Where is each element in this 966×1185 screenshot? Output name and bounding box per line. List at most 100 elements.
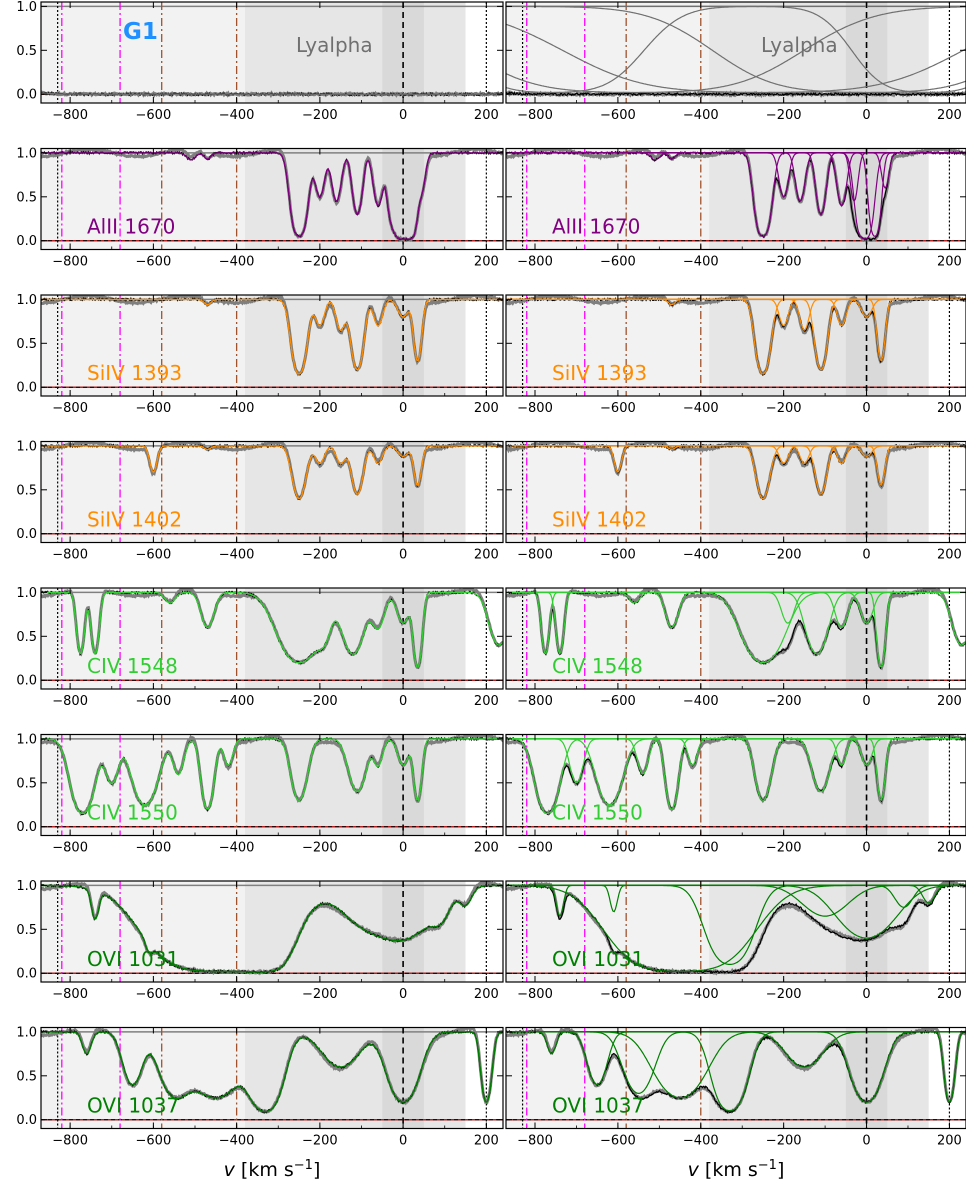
x-tick-label: 200 bbox=[474, 841, 499, 856]
x-tick-label: −800 bbox=[52, 694, 88, 709]
model-component bbox=[506, 152, 966, 190]
x-tick-label: −600 bbox=[600, 108, 636, 123]
panel-2-right: −800 −600 −400 −200 0 200 AlII 1670 bbox=[505, 147, 966, 270]
shaded-region bbox=[41, 148, 245, 250]
shaded-region bbox=[41, 1027, 245, 1129]
x-tick-label: −400 bbox=[219, 694, 255, 709]
x-tick-label: 200 bbox=[937, 841, 962, 856]
x-tick-label: −600 bbox=[600, 401, 636, 416]
panel-8-right: −800 −600 −400 −200 0 200 OVI 1037 bbox=[505, 1026, 966, 1149]
group-label: G1 bbox=[123, 19, 158, 45]
panel-label: CIV 1548 bbox=[552, 654, 643, 678]
axes-frame bbox=[505, 440, 966, 544]
x-tick-label: 200 bbox=[937, 548, 962, 563]
axes-frame bbox=[505, 587, 966, 690]
x-tick-label: 0 bbox=[862, 1134, 870, 1149]
model-component bbox=[506, 23, 966, 94]
x-tick-label: −200 bbox=[302, 401, 338, 416]
panel-label: AlII 1670 bbox=[87, 215, 175, 239]
x-tick-label: 200 bbox=[937, 108, 962, 123]
x-tick-label: −400 bbox=[683, 108, 719, 123]
model-component bbox=[506, 738, 966, 801]
x-tick-label: −400 bbox=[683, 841, 719, 856]
model-component bbox=[506, 6, 966, 94]
x-axis-label: v [km s−1] bbox=[688, 1158, 785, 1181]
panel-6-left: −800 −600 −400 −200 0 200 0.0 0.5 1.0 CIV 1550 bbox=[16, 732, 504, 856]
shaded-region bbox=[244, 881, 466, 982]
y-tick-label: 0.5 bbox=[16, 630, 37, 645]
x-tick-label: 200 bbox=[474, 255, 499, 270]
panel-5-right: −800 −600 −400 −200 0 200 CIV 1548 bbox=[505, 587, 966, 709]
x-tick-label: 200 bbox=[474, 1134, 499, 1149]
x-tick-label: −400 bbox=[683, 255, 719, 270]
x-tick-label: −600 bbox=[136, 987, 172, 1002]
x-tick-label: 200 bbox=[474, 548, 499, 563]
x-tick-label: 200 bbox=[474, 401, 499, 416]
plot-area bbox=[506, 295, 966, 396]
y-tick-label: 0.0 bbox=[16, 967, 37, 982]
panel-6-right: −800 −600 −400 −200 0 200 CIV 1550 bbox=[505, 733, 966, 856]
axes-frame bbox=[40, 294, 504, 397]
x-tick-label: −800 bbox=[517, 987, 553, 1002]
shaded-region bbox=[244, 2, 466, 103]
x-tick-label: −600 bbox=[600, 548, 636, 563]
x-tick-label: −400 bbox=[683, 401, 719, 416]
panel-label: SiIV 1402 bbox=[87, 508, 182, 532]
x-tick-label: 200 bbox=[937, 255, 962, 270]
x-tick-label: −400 bbox=[683, 694, 719, 709]
x-tick-label: −200 bbox=[766, 255, 802, 270]
shaded-region bbox=[709, 148, 929, 250]
x-tick-label: −800 bbox=[52, 1134, 88, 1149]
x-tick-label: −800 bbox=[517, 108, 553, 123]
spectrum-data bbox=[506, 90, 966, 97]
x-tick-label: 200 bbox=[937, 401, 962, 416]
panel-label: CIV 1550 bbox=[87, 801, 178, 825]
axes-frame bbox=[505, 294, 966, 397]
shaded-region bbox=[709, 588, 929, 689]
x-tick-label: −600 bbox=[136, 694, 172, 709]
x-tick-label: −800 bbox=[52, 255, 88, 270]
model-total bbox=[41, 445, 503, 500]
x-tick-label: −800 bbox=[517, 255, 553, 270]
shaded-region bbox=[506, 2, 710, 103]
x-tick-label: −800 bbox=[517, 1134, 553, 1149]
shaded-region bbox=[244, 295, 466, 396]
panel-8-left: −800 −600 −400 −200 0 200 0.0 0.5 1.0 OVI 1037 bbox=[16, 1025, 504, 1149]
x-tick-label: −200 bbox=[302, 694, 338, 709]
x-tick-label: −600 bbox=[136, 841, 172, 856]
panel-label: SiIV 1402 bbox=[552, 508, 647, 532]
x-tick-label: 200 bbox=[937, 987, 962, 1002]
axes-frame bbox=[40, 440, 504, 544]
panel-1-left: −800 −600 −400 −200 0 200 0.0 0.5 1.0 Lyalpha G1 bbox=[16, 0, 504, 123]
x-tick-label: −400 bbox=[219, 548, 255, 563]
plot-area bbox=[41, 881, 503, 982]
x-tick-label: −400 bbox=[683, 1134, 719, 1149]
shaded-region bbox=[506, 734, 710, 836]
model-component bbox=[506, 884, 966, 904]
x-tick-label: −200 bbox=[766, 841, 802, 856]
x-tick-label: −200 bbox=[766, 401, 802, 416]
x-tick-label: −600 bbox=[136, 108, 172, 123]
x-tick-label: −600 bbox=[600, 987, 636, 1002]
x-tick-label: 0 bbox=[862, 108, 870, 123]
x-tick-label: −400 bbox=[219, 1134, 255, 1149]
x-tick-label: −600 bbox=[600, 255, 636, 270]
x-tick-label: −400 bbox=[219, 401, 255, 416]
shaded-region bbox=[506, 148, 710, 250]
x-tick-label: 0 bbox=[399, 694, 407, 709]
y-tick-label: 1.0 bbox=[16, 146, 37, 161]
shaded-region bbox=[709, 2, 929, 103]
x-tick-label: −600 bbox=[600, 694, 636, 709]
plot-area bbox=[41, 441, 503, 543]
x-axis-label: v [km s−1] bbox=[224, 1158, 321, 1181]
model-total bbox=[41, 591, 503, 669]
x-tick-label: 0 bbox=[399, 548, 407, 563]
x-tick-label: −400 bbox=[219, 108, 255, 123]
y-tick-label: 0.0 bbox=[16, 674, 37, 689]
model-component bbox=[506, 591, 966, 646]
plot-area bbox=[41, 734, 503, 836]
x-tick-label: 0 bbox=[862, 841, 870, 856]
x-tick-label: −200 bbox=[766, 1134, 802, 1149]
x-tick-label: −600 bbox=[136, 255, 172, 270]
